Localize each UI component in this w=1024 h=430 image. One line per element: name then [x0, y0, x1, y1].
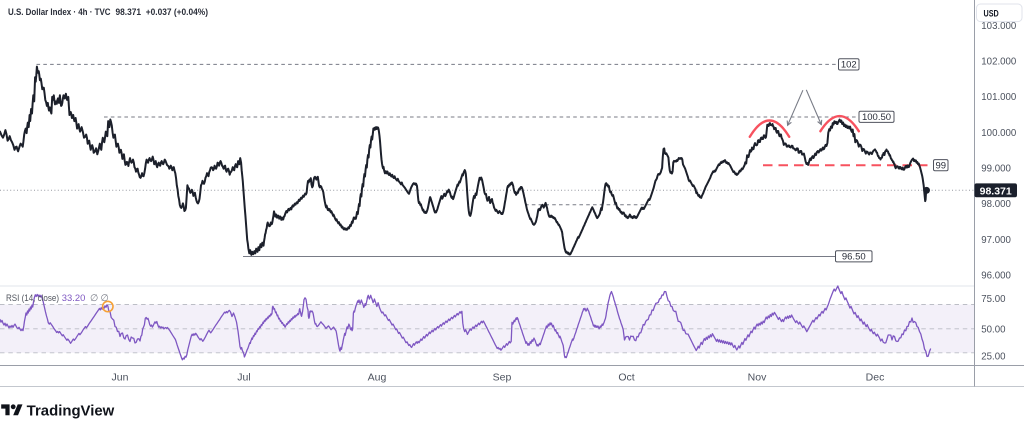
svg-text:Dec: Dec	[866, 372, 885, 384]
svg-text:Nov: Nov	[748, 372, 767, 384]
svg-text:97.000: 97.000	[981, 235, 1011, 246]
svg-text:98.371 +0.037 (+0.04%): 98.371 +0.037 (+0.04%)	[116, 7, 209, 17]
svg-text:∅: ∅	[90, 292, 98, 303]
svg-text:USD: USD	[984, 8, 999, 19]
svg-text:96.000: 96.000	[981, 270, 1011, 281]
svg-text:RSI (14, close): RSI (14, close)	[6, 293, 59, 303]
svg-text:Jul: Jul	[237, 372, 250, 384]
svg-text:96.50: 96.50	[842, 252, 866, 263]
svg-text:102: 102	[841, 60, 857, 71]
svg-text:TradingView: TradingView	[27, 403, 115, 419]
svg-text:Oct: Oct	[618, 372, 634, 384]
svg-text:99.000: 99.000	[981, 164, 1011, 175]
svg-text:50.00: 50.00	[981, 325, 1005, 336]
svg-text:75.00: 75.00	[981, 294, 1005, 305]
svg-text:98.371: 98.371	[980, 185, 1012, 197]
svg-text:102.000: 102.000	[981, 57, 1016, 68]
svg-text:U.S. Dollar Index · 4h · TVC: U.S. Dollar Index · 4h · TVC	[8, 7, 111, 17]
svg-text:∅: ∅	[101, 292, 109, 303]
svg-text:101.000: 101.000	[981, 92, 1016, 103]
svg-text:100.000: 100.000	[981, 128, 1016, 139]
svg-text:99: 99	[935, 161, 946, 172]
svg-text:103.000: 103.000	[981, 21, 1016, 32]
svg-text:98.000: 98.000	[981, 199, 1011, 210]
svg-text:Aug: Aug	[368, 372, 387, 384]
svg-text:Jun: Jun	[112, 372, 129, 384]
svg-text:100.50: 100.50	[862, 112, 891, 123]
svg-text:33.20: 33.20	[62, 293, 86, 303]
svg-text:Sep: Sep	[493, 372, 512, 384]
svg-text:25.00: 25.00	[981, 352, 1005, 363]
